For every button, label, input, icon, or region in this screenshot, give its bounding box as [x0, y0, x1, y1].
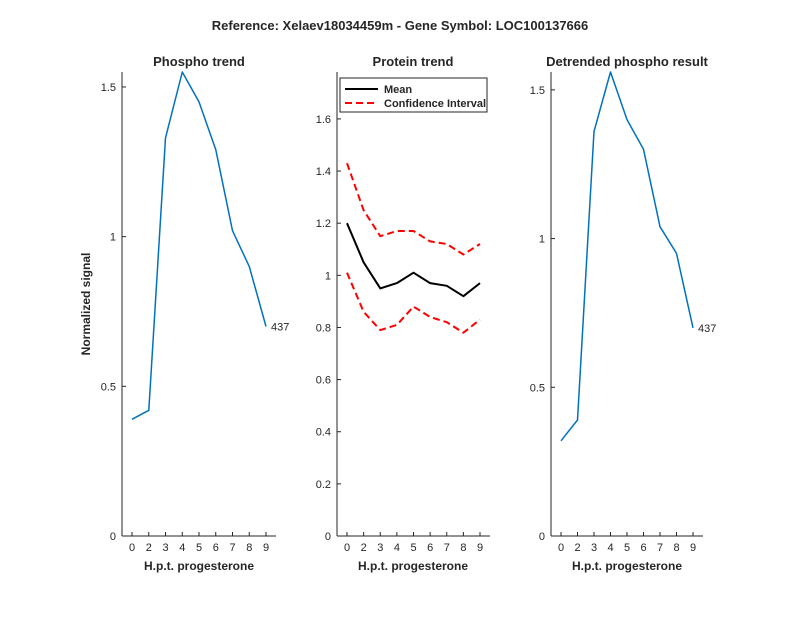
y-tick-label: 0.6	[316, 375, 331, 387]
y-tick-label: 1.6	[316, 114, 331, 126]
x-tick-label: 5	[410, 542, 416, 554]
x-tick-label: 3	[591, 542, 597, 554]
panel-phospho-trend: Phospho trend H.p.t. progesterone Normal…	[79, 54, 289, 573]
series-line-detrended	[560, 71, 694, 442]
x-tick-label: 4	[179, 542, 185, 554]
x-tick-label: 6	[640, 542, 646, 554]
panel-detrended-phospho-result: Detrended phospho result H.p.t. progeste…	[530, 54, 717, 573]
series-line-phospho	[131, 71, 267, 420]
legend: Mean Confidence Interval	[339, 77, 488, 113]
x-tick-label: 7	[657, 542, 663, 554]
y-tick-label: 1	[325, 270, 331, 282]
x-axis-label: H.p.t. progesterone	[358, 559, 468, 573]
x-tick-label: 6	[213, 542, 219, 554]
series-line-confidence-interval-lower	[346, 272, 481, 334]
x-tick-label: 8	[246, 542, 252, 554]
x-tick-label: 4	[394, 542, 400, 554]
panel-title: Phospho trend	[153, 54, 245, 69]
y-tick-label: 0.4	[316, 427, 331, 439]
series-line-confidence-interval	[346, 162, 481, 256]
point-annotation: 437	[271, 321, 289, 333]
y-tick-label: 1.2	[316, 218, 331, 230]
y-tick-label: 0.5	[530, 382, 545, 394]
x-tick-label: 8	[673, 542, 679, 554]
x-tick-label: 2	[574, 542, 580, 554]
y-tick-label: 1	[539, 234, 545, 246]
x-tick-label: 0	[558, 542, 564, 554]
x-tick-label: 7	[229, 542, 235, 554]
x-axis-label: H.p.t. progesterone	[144, 559, 254, 573]
y-tick-label: 1	[110, 232, 116, 244]
y-tick-label: 1.5	[101, 82, 116, 94]
y-tick-label: 1.4	[316, 166, 331, 178]
x-tick-label: 0	[129, 542, 135, 554]
x-axis-label: H.p.t. progesterone	[572, 559, 682, 573]
x-tick-label: 3	[162, 542, 168, 554]
panel-title: Detrended phospho result	[546, 54, 708, 69]
y-axis-label: Normalized signal	[79, 253, 93, 356]
x-tick-label: 5	[196, 542, 202, 554]
y-tick-label: 0.8	[316, 322, 331, 334]
x-tick-label: 2	[361, 542, 367, 554]
x-tick-label: 8	[460, 542, 466, 554]
figure-title: Reference: Xelaev18034459m - Gene Symbol…	[212, 18, 589, 33]
y-tick-label: 0.5	[101, 381, 116, 393]
y-tick-label: 1.5	[530, 85, 545, 97]
x-tick-label: 6	[427, 542, 433, 554]
series-line-mean	[346, 222, 481, 298]
legend-box	[339, 77, 488, 113]
y-tick-label: 0	[539, 531, 545, 543]
x-tick-label: 9	[263, 542, 269, 554]
legend-label-mean: Mean	[384, 84, 412, 96]
x-tick-label: 9	[690, 542, 696, 554]
x-tick-label: 4	[607, 542, 613, 554]
x-tick-label: 2	[146, 542, 152, 554]
x-tick-label: 9	[477, 542, 483, 554]
x-tick-label: 7	[444, 542, 450, 554]
panel-protein-trend: Protein trend H.p.t. progesterone Mean C…	[316, 54, 490, 573]
y-tick-label: 0	[110, 531, 116, 543]
x-tick-label: 0	[344, 542, 350, 554]
y-tick-label: 0	[325, 531, 331, 543]
legend-label-ci: Confidence Interval	[384, 98, 486, 110]
x-tick-label: 3	[377, 542, 383, 554]
x-tick-label: 5	[624, 542, 630, 554]
panel-title: Protein trend	[373, 54, 454, 69]
point-annotation: 437	[698, 323, 716, 335]
y-tick-label: 0.2	[316, 479, 331, 491]
